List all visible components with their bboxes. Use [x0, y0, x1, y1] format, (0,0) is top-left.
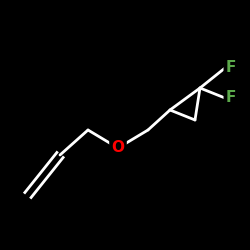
Text: F: F	[226, 60, 236, 76]
Text: O: O	[112, 140, 124, 156]
Text: F: F	[226, 90, 236, 106]
